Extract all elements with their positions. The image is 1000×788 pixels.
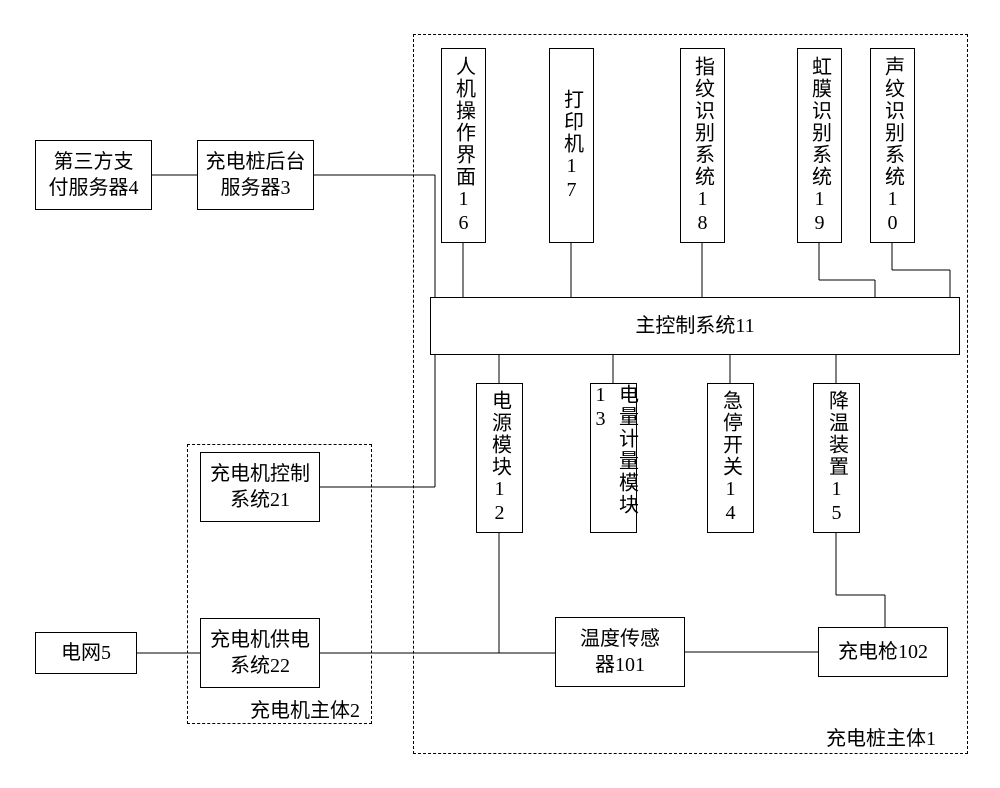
charging-gun-box: 充电枪102 [818, 627, 948, 677]
charger-control-box: 充电机控制 系统21 [200, 452, 320, 522]
power-grid-box: 电网5 [35, 632, 137, 674]
diagram-canvas: 充电机主体2 充电桩主体1 第三方支 付服务器4 充电桩后台 服务器3 充电机控… [0, 0, 1000, 788]
backend-server-box: 充电桩后台 服务器3 [197, 140, 314, 210]
printer-box: 打印机17 [549, 48, 594, 243]
cooling-box: 降温装置15 [813, 383, 860, 533]
charger-supply-box: 充电机供电 系统22 [200, 618, 320, 688]
temp-sensor-box: 温度传感 器101 [555, 617, 685, 687]
third-party-server-box: 第三方支 付服务器4 [35, 140, 152, 210]
fingerprint-box: 指纹识别系统18 [680, 48, 725, 243]
main-control-box: 主控制系统11 [430, 297, 960, 355]
meter-module-box: 电量计量模块13 [590, 383, 637, 533]
pile-body-label: 充电桩主体1 [824, 722, 938, 751]
voiceprint-box: 声纹识别系统10 [870, 48, 915, 243]
estop-box: 急停开关14 [707, 383, 754, 533]
charger-body-label: 充电机主体2 [248, 694, 362, 723]
power-module-box: 电源模块12 [476, 383, 523, 533]
hmi-box: 人机操作界面16 [441, 48, 486, 243]
iris-box: 虹膜识别系统19 [797, 48, 842, 243]
